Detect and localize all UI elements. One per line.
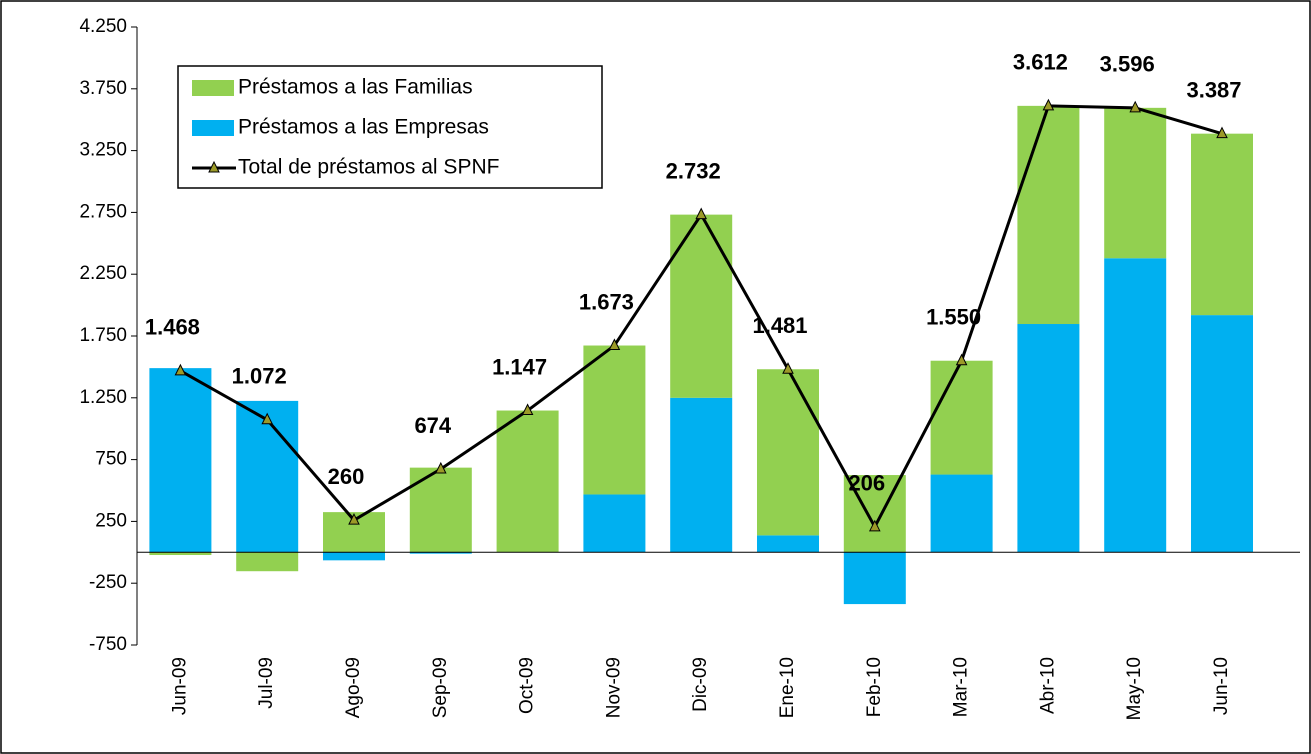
y-tick-label: 3.750 xyxy=(79,78,127,99)
y-tick-label: 3.250 xyxy=(79,140,127,161)
bar-segment xyxy=(1017,324,1080,553)
bar-segment xyxy=(757,369,819,536)
legend-swatch xyxy=(192,120,234,136)
bar-segment xyxy=(149,552,212,556)
x-tick-label: Jun-10 xyxy=(1211,657,1232,715)
bar-segment xyxy=(670,214,733,398)
x-tick-label: Jun-09 xyxy=(169,657,190,715)
value-label: 206 xyxy=(848,471,885,496)
bar-segment xyxy=(757,535,819,553)
bar-segment xyxy=(843,552,906,605)
x-tick-label: Mar-10 xyxy=(951,657,972,717)
x-tick-label: Abr-10 xyxy=(1037,657,1058,714)
line-marker xyxy=(434,461,447,474)
legend: Préstamos a las Familias Préstamos a las … xyxy=(177,65,603,189)
line-marker xyxy=(608,338,621,351)
x-tick-label: Feb-10 xyxy=(864,657,885,717)
bar-segment xyxy=(930,360,993,475)
bar-segment xyxy=(1191,315,1253,553)
bar-segment xyxy=(1017,105,1080,325)
legend-label: Total de préstamos al SPNF xyxy=(238,156,499,179)
bar-segment xyxy=(496,410,559,553)
y-tick-label: 2.250 xyxy=(79,263,127,284)
value-label: 674 xyxy=(414,413,451,438)
x-tick-label: Ene-10 xyxy=(777,657,798,718)
bar-segment xyxy=(930,474,993,553)
x-tick-label: Dic-09 xyxy=(690,657,711,712)
value-label: 3.387 xyxy=(1186,77,1241,102)
y-tick-label: -750 xyxy=(89,634,127,655)
legend-label: Préstamos a las Familias xyxy=(238,76,473,99)
bar-segment xyxy=(409,552,472,554)
value-label: 3.596 xyxy=(1100,52,1155,77)
y-tick-label: 1.750 xyxy=(79,325,127,346)
bar-segment xyxy=(670,397,733,553)
bar-segment xyxy=(236,400,299,553)
line-marker xyxy=(174,363,187,376)
legend-marker xyxy=(208,160,220,173)
x-tick-label: Oct-09 xyxy=(517,657,538,714)
legend-box xyxy=(177,65,603,189)
line-marker xyxy=(1216,126,1228,139)
y-tick-label: 4.250 xyxy=(79,16,127,37)
value-label: 1.072 xyxy=(232,364,287,389)
line-marker xyxy=(782,362,794,374)
line-marker xyxy=(695,207,708,220)
x-tick-label: May-10 xyxy=(1124,657,1145,720)
bar-segment xyxy=(149,368,212,553)
legend-label: Préstamos a las Empresas xyxy=(238,116,489,139)
x-tick-label: Nov-09 xyxy=(603,657,624,718)
x-tick-label: Jul-09 xyxy=(256,657,277,709)
value-label: 1.550 xyxy=(926,305,981,330)
bar-segment xyxy=(1104,258,1167,553)
line-marker xyxy=(521,403,534,416)
bar-segment xyxy=(236,552,299,572)
y-tick-label: -250 xyxy=(89,572,127,593)
bar-segment xyxy=(1191,133,1253,316)
y-tick-label: 250 xyxy=(95,510,127,531)
bar-segment xyxy=(1104,107,1167,259)
value-label: 260 xyxy=(328,464,365,489)
bar-segment xyxy=(583,494,646,553)
value-label: 1.673 xyxy=(579,289,634,314)
line-marker xyxy=(868,519,881,532)
value-label: 3.612 xyxy=(1013,50,1068,75)
line-marker xyxy=(348,513,360,525)
x-tick-label: Sep-09 xyxy=(430,657,451,718)
y-tick-label: 2.750 xyxy=(79,201,127,222)
y-tick-label: 1.250 xyxy=(79,387,127,408)
y-tick-label: 750 xyxy=(95,449,127,470)
value-label: 1.147 xyxy=(492,354,547,379)
line-marker xyxy=(1042,98,1055,111)
value-label: 2.732 xyxy=(666,158,721,183)
bar-segment xyxy=(583,345,646,495)
value-label: 1.468 xyxy=(145,315,200,340)
value-label: 1.481 xyxy=(752,313,807,338)
line-marker xyxy=(955,353,968,366)
legend-swatch xyxy=(192,80,234,96)
bar-segment xyxy=(323,552,385,561)
line-marker xyxy=(1129,100,1142,113)
line-marker xyxy=(261,412,274,425)
x-tick-label: Ago-09 xyxy=(343,657,364,718)
